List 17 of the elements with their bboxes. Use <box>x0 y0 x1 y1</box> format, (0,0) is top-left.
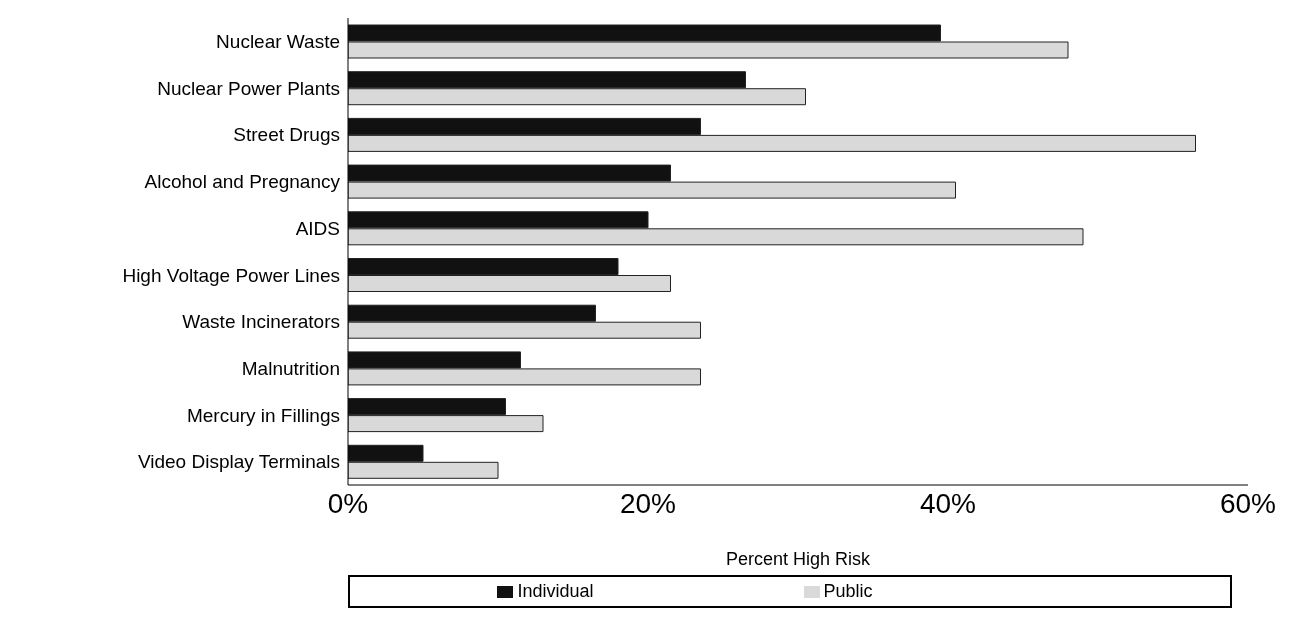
y-tick-label: Alcohol and Pregnancy <box>144 171 341 193</box>
y-tick-label: Nuclear Power Plants <box>157 77 340 99</box>
x-tick-label: 20% <box>619 487 677 519</box>
y-tick-label: High Voltage Power Lines <box>122 264 340 286</box>
y-tick-label: Street Drugs <box>233 124 340 146</box>
y-tick-label: Video Display Terminals <box>137 451 340 473</box>
y-tick-label: Nuclear Waste <box>216 31 340 53</box>
y-tick-label: Waste Incinerators <box>182 311 340 333</box>
x-tick-label: 0% <box>327 487 369 519</box>
y-tick-label: Mercury in Fillings <box>186 404 340 426</box>
y-tick-label: AIDS <box>295 217 340 239</box>
legend-label: Individual <box>517 581 594 601</box>
legend-label: Public <box>823 581 873 601</box>
x-tick-label: 60% <box>1219 487 1277 519</box>
x-axis-title: Percent High Risk <box>725 549 872 569</box>
x-tick-label: 40% <box>919 487 977 519</box>
y-tick-label: Malnutrition <box>241 357 340 379</box>
